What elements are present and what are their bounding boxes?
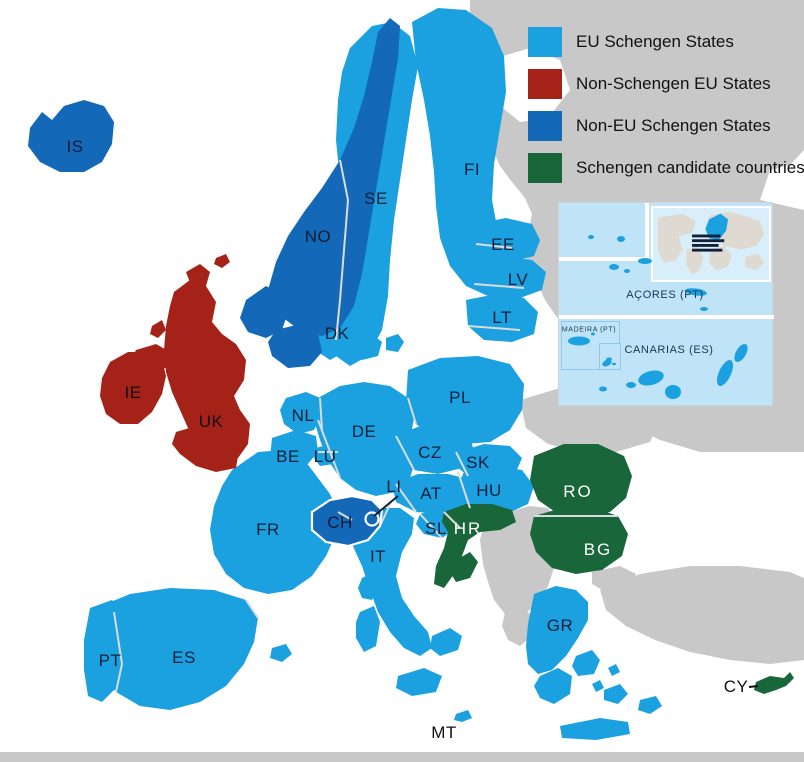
azores-islands xyxy=(588,235,708,311)
map-legend: EU Schengen States Non-Schengen EU States… xyxy=(528,25,804,193)
inset-label-0: AÇORES (PT) xyxy=(626,289,704,301)
leader-line-cy xyxy=(748,685,759,688)
leader-lines-layer xyxy=(373,495,759,688)
legend-item-candidate: Schengen candidate countries xyxy=(528,151,804,185)
canarias-islands xyxy=(599,343,748,399)
leader-line-li xyxy=(373,495,399,517)
inset-label-1: MADEIRA (PT) xyxy=(561,326,617,334)
legend-item-non_eu_schengen: Non-EU Schengen States xyxy=(528,109,800,143)
legend-label-non_schengen_eu: Non-Schengen EU States xyxy=(576,74,771,93)
non-schengen-eu-layer xyxy=(100,254,250,472)
legend-label-eu_schengen: EU Schengen States xyxy=(576,32,734,51)
candidate-layer xyxy=(434,444,794,694)
legend-item-eu_schengen: EU Schengen States xyxy=(528,25,800,59)
world-locator-inset xyxy=(651,206,771,282)
legend-label-candidate: Schengen candidate countries xyxy=(576,158,804,177)
legend-swatch-candidate xyxy=(528,153,562,183)
non-eu-schengen-layer xyxy=(28,18,400,546)
inset-label-2: CANARIAS (ES) xyxy=(624,344,714,356)
legend-swatch-eu_schengen xyxy=(528,27,562,57)
country-borders-layer xyxy=(113,159,618,693)
legend-label-non_eu_schengen: Non-EU Schengen States xyxy=(576,116,771,135)
legend-swatch-non_eu_schengen xyxy=(528,111,562,141)
overseas-territories-inset: AÇORES (PT) MADEIRA (PT) CANARIAS (ES) xyxy=(558,202,774,406)
legend-swatch-non_schengen_eu xyxy=(528,69,562,99)
legend-item-non_schengen_eu: Non-Schengen EU States xyxy=(528,67,800,101)
